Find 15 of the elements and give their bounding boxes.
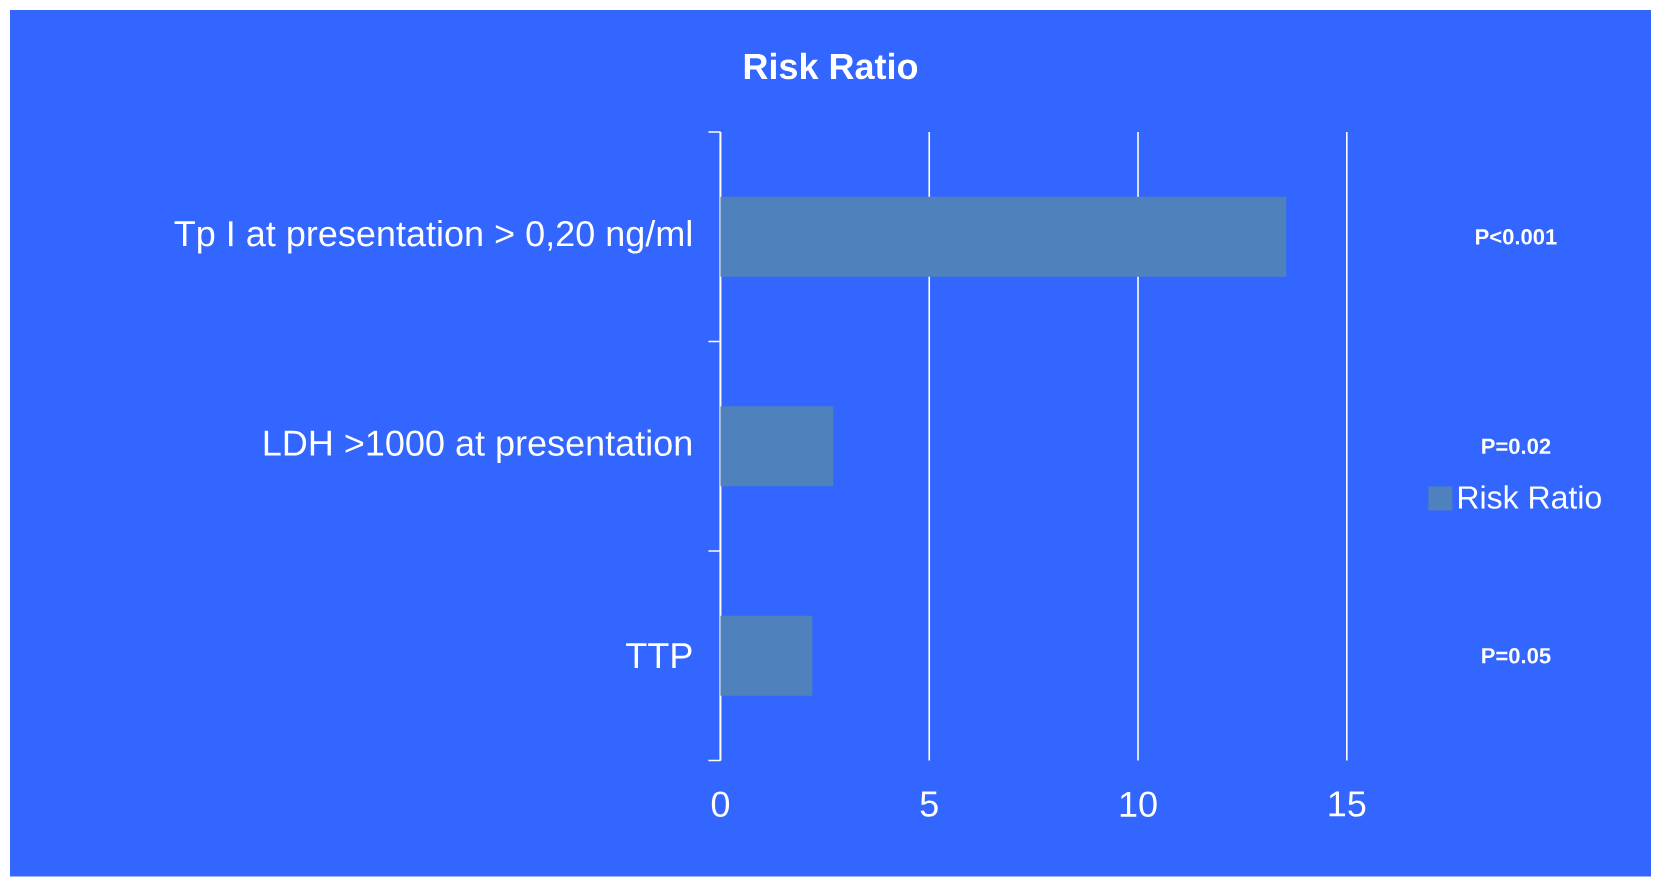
- bar: [720, 197, 1287, 278]
- bar: [720, 615, 813, 696]
- text: P<0.001: [1476, 229, 1557, 245]
- y-tick-label: TTP: [626, 643, 692, 669]
- y-tick-label: LDH >1000 at presentation: [264, 429, 691, 464]
- legend-label: Risk Ratio: [1459, 485, 1601, 510]
- text: P=0.05: [1482, 648, 1551, 664]
- x-tick-label: 5: [920, 791, 938, 817]
- x-tick-label: 10: [1120, 791, 1157, 818]
- bar: [720, 406, 834, 487]
- x-tick-label: 15: [1329, 791, 1366, 817]
- text: P=0.02: [1482, 438, 1551, 455]
- y-tick-label: Tp I at presentation > 0,20 ng/ml: [174, 220, 691, 254]
- chart-title: Risk Ratio: [744, 53, 918, 80]
- x-tick-label: 0: [711, 791, 730, 818]
